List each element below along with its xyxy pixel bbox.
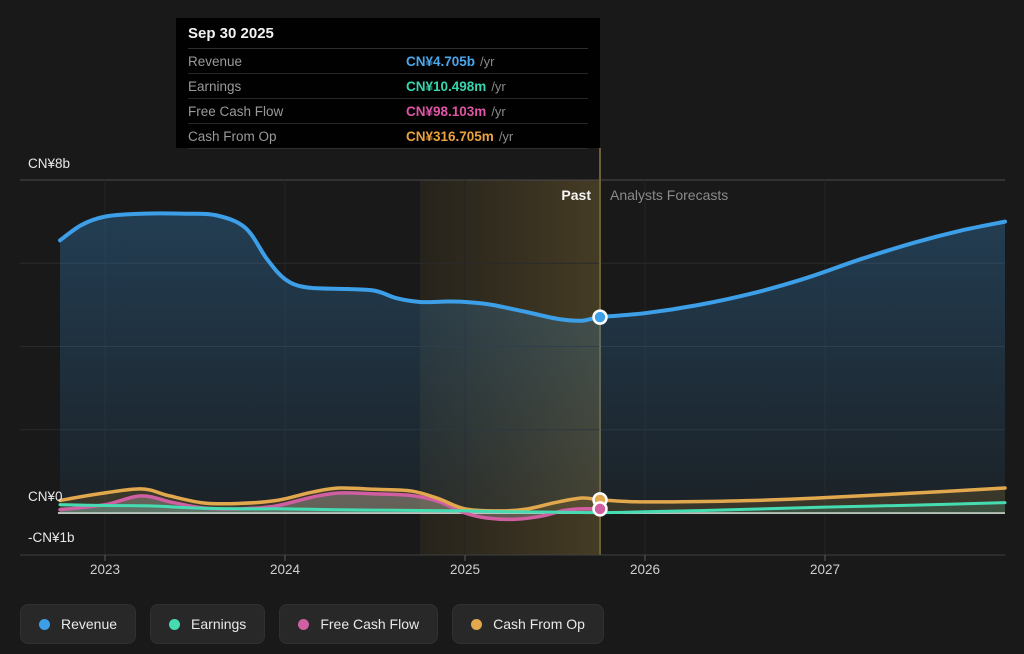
legend-label: Revenue <box>61 616 118 632</box>
legend-item-free-cash-flow[interactable]: Free Cash Flow <box>279 604 439 644</box>
legend-item-revenue[interactable]: Revenue <box>20 604 137 644</box>
tooltip-value: CN¥316.705m <box>406 128 494 144</box>
chart-canvas[interactable] <box>0 0 1024 590</box>
free-cash-flow-area <box>60 492 600 520</box>
x-axis-label-2027: 2027 <box>809 562 841 577</box>
legend: Revenue Earnings Free Cash Flow Cash Fro… <box>20 604 604 644</box>
tooltip-unit: /yr <box>491 78 506 94</box>
x-axis-label-2024: 2024 <box>269 562 301 577</box>
tooltip-row-revenue: Revenue CN¥4.705b /yr <box>188 49 588 74</box>
x-axis-label-2026: 2026 <box>629 562 661 577</box>
free-cash-flow-line <box>58 491 602 522</box>
tooltip-row-earnings: Earnings CN¥10.498m /yr <box>188 74 588 99</box>
revenue-marker <box>592 309 608 325</box>
free-cash-flow-dot-icon <box>298 618 310 630</box>
legend-label: Earnings <box>191 616 247 632</box>
hover-tooltip: Sep 30 2025 Revenue CN¥4.705b /yr Earnin… <box>176 18 600 149</box>
tooltip-label: Free Cash Flow <box>188 103 284 119</box>
tooltip-value: CN¥98.103m <box>406 103 487 119</box>
tooltip-unit: /yr <box>480 53 495 69</box>
tooltip-date: Sep 30 2025 <box>188 18 588 49</box>
legend-label: Cash From Op <box>493 616 585 632</box>
x-axis-label-2023: 2023 <box>89 562 121 577</box>
cash-from-op-dot-icon <box>471 618 483 630</box>
revenue-line <box>58 211 1007 323</box>
free_cash_flow-marker <box>592 501 608 517</box>
legend-item-cash-from-op[interactable]: Cash From Op <box>452 604 604 644</box>
tooltip-value: CN¥10.498m <box>406 78 487 94</box>
y-axis-label-0: CN¥0 <box>28 489 63 504</box>
tooltip-unit: /yr <box>498 128 514 144</box>
legend-label: Free Cash Flow <box>320 616 420 632</box>
tooltip-row-cash-from-op: Cash From Op CN¥316.705m /yr <box>188 124 588 149</box>
cash-from-op-area <box>60 487 1005 513</box>
y-axis-label-8b: CN¥8b <box>28 156 71 171</box>
revenue-dot-icon <box>39 618 50 630</box>
x-axis-label-2025: 2025 <box>449 562 481 577</box>
revenue-area <box>60 213 1005 514</box>
cash-from-op-line <box>58 486 1007 513</box>
tooltip-label: Revenue <box>188 53 243 69</box>
tooltip-label: Cash From Op <box>188 128 277 144</box>
analysts-forecasts-label: Analysts Forecasts <box>610 187 729 203</box>
tooltip-row-free-cash-flow: Free Cash Flow CN¥98.103m /yr <box>188 99 588 124</box>
y-axis-label-neg1b: -CN¥1b <box>28 530 75 545</box>
tooltip-label: Earnings <box>188 78 242 94</box>
past-label: Past <box>561 187 591 203</box>
tooltip-unit: /yr <box>491 103 506 119</box>
earnings-dot-icon <box>169 618 181 630</box>
tooltip-value: CN¥4.705b <box>406 53 476 69</box>
legend-item-earnings[interactable]: Earnings <box>150 604 266 644</box>
earnings-line <box>58 501 1007 515</box>
